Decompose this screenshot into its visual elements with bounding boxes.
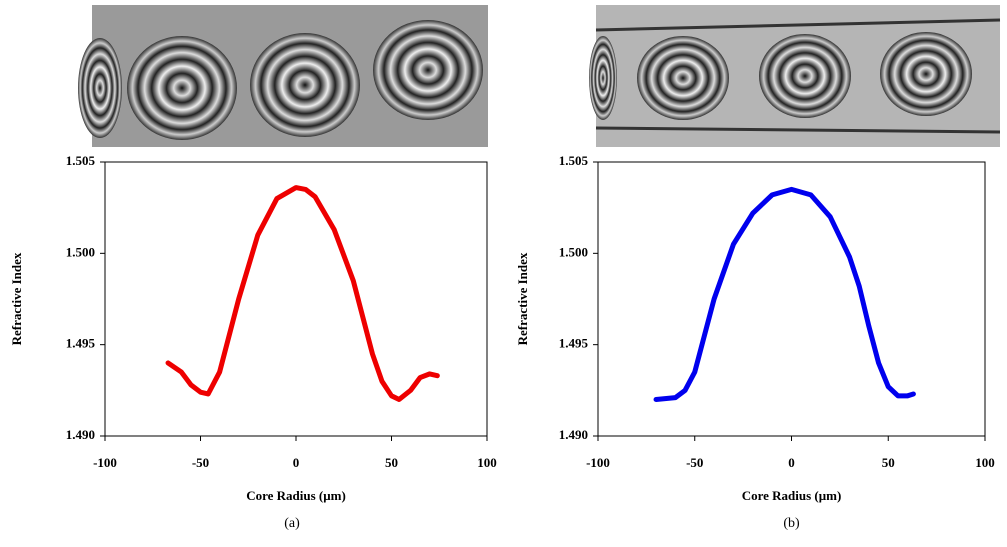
y-axis-label: Refractive Index xyxy=(515,252,530,345)
x-tick-label: 0 xyxy=(788,455,795,470)
x-tick-label: 50 xyxy=(385,455,398,470)
x-tick-label: -50 xyxy=(686,455,703,470)
x-tick-label: -100 xyxy=(93,455,117,470)
y-tick-label: 1.495 xyxy=(66,336,96,351)
plot-frame xyxy=(104,161,488,437)
y-tick-label: 1.490 xyxy=(559,427,588,442)
data-line xyxy=(653,186,916,402)
panel-label: (a) xyxy=(284,516,300,531)
y-tick-label: 1.500 xyxy=(66,244,95,259)
x-tick-label: 100 xyxy=(975,455,995,470)
micrograph-b xyxy=(589,5,1001,147)
micrograph-a xyxy=(78,5,488,147)
x-tick-label: 0 xyxy=(293,455,300,470)
x-tick-label: -100 xyxy=(586,455,610,470)
x-axis-label: Core Radius (μm) xyxy=(246,488,346,503)
x-tick-label: 50 xyxy=(882,455,895,470)
y-tick-label: 1.490 xyxy=(66,427,95,442)
data-line xyxy=(165,185,440,402)
x-axis-label: Core Radius (μm) xyxy=(742,488,842,503)
x-tick-label: -50 xyxy=(192,455,209,470)
y-tick-label: 1.505 xyxy=(559,153,589,168)
y-tick-label: 1.505 xyxy=(66,153,96,168)
panel-label: (b) xyxy=(783,516,800,531)
y-axis-label: Refractive Index xyxy=(9,252,24,345)
x-tick-label: 100 xyxy=(477,455,497,470)
y-tick-label: 1.495 xyxy=(559,336,589,351)
y-tick-label: 1.500 xyxy=(559,244,588,259)
plot-frame xyxy=(597,161,986,437)
